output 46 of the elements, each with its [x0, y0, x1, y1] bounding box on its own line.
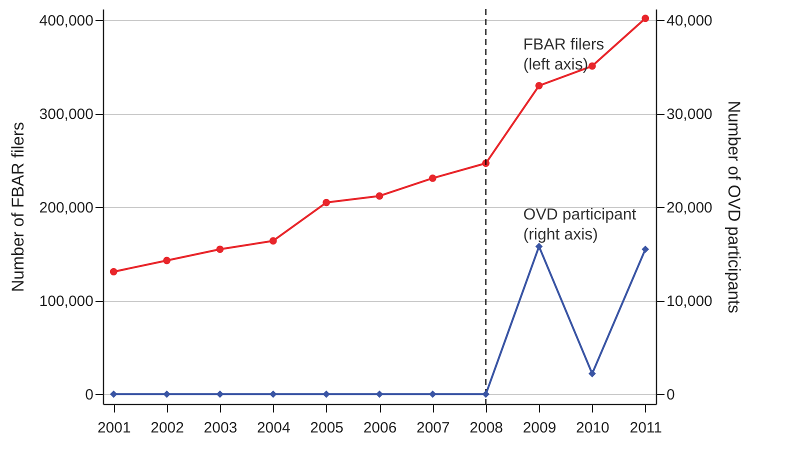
y2-tick-label: 0: [666, 386, 675, 404]
y-tick-label: 100,000: [39, 293, 94, 310]
point: [588, 370, 596, 378]
point: [322, 198, 330, 206]
point: [428, 174, 436, 182]
x-tick-label: 2011: [630, 420, 662, 436]
series-label: OVD participant (right axis): [523, 206, 637, 244]
point: [110, 390, 118, 398]
series-label: FBAR filers (left axis): [523, 36, 604, 74]
x-tick-label: 2007: [416, 420, 450, 436]
point: [376, 192, 384, 200]
x-tick-label: 2009: [522, 420, 556, 436]
point: [535, 82, 543, 90]
point: [535, 242, 543, 250]
y-tick-label: 200,000: [39, 200, 94, 217]
x-tick-label: 2005: [310, 420, 344, 436]
y-tick-label: 400,000: [39, 12, 94, 30]
x-tick-label: 2001: [97, 420, 131, 436]
y2-tick-label: 20,000: [666, 200, 712, 217]
point: [588, 62, 596, 70]
point: [216, 390, 224, 398]
y2-axis-title: Number of OVD participants: [724, 100, 744, 314]
point: [482, 390, 490, 398]
x-tick-label: 2003: [204, 420, 238, 436]
x-tick-label: 2002: [150, 420, 184, 436]
x-tick-label: 2006: [363, 420, 397, 436]
point: [163, 390, 171, 398]
y-axis-title: Number of FBAR filers: [8, 122, 28, 292]
point: [216, 246, 224, 253]
point: [376, 390, 384, 398]
point: [642, 246, 650, 253]
y2-tick-label: 30,000: [666, 106, 712, 124]
x-tick-label: 2004: [256, 420, 290, 436]
y2-tick-label: 10,000: [666, 293, 712, 310]
point: [110, 268, 118, 276]
y-tick-label: 300,000: [39, 106, 94, 124]
y2-tick-label: 40,000: [666, 12, 712, 30]
point: [163, 256, 171, 264]
x-tick-label: 2008: [470, 420, 504, 436]
point: [322, 390, 330, 398]
point: [642, 14, 650, 22]
point: [269, 237, 277, 245]
y-tick-label: 0: [85, 386, 94, 404]
x-tick-label: 2010: [576, 420, 610, 436]
point: [428, 390, 436, 398]
point: [269, 390, 277, 398]
